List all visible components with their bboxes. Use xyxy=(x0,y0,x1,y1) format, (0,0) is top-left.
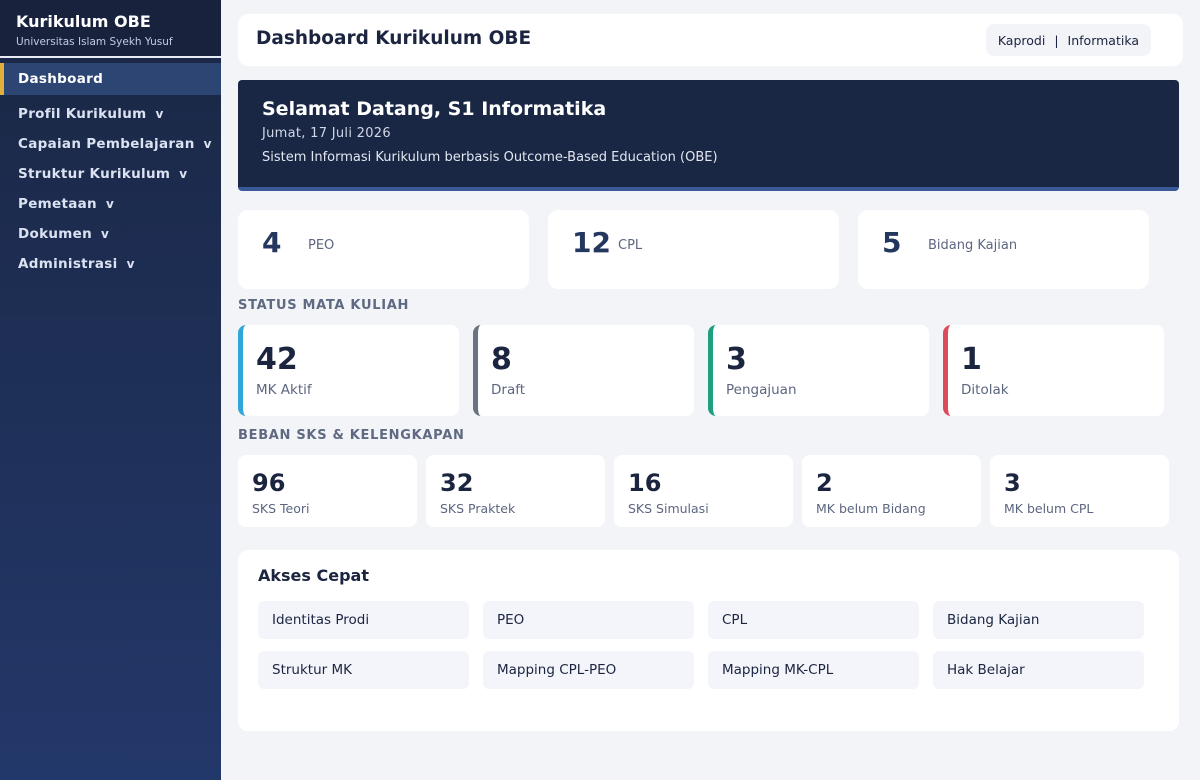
quick-link-hak-belajar[interactable]: Hak Belajar xyxy=(933,651,1144,689)
status-value: 1 xyxy=(961,342,982,377)
quick-link-identitas-prodi[interactable]: Identitas Prodi xyxy=(258,601,469,639)
chevron-down-icon: v xyxy=(203,137,212,151)
quick-link-cpl[interactable]: CPL xyxy=(708,601,919,639)
user-department: Informatika xyxy=(1067,32,1139,48)
sidebar-item-capaian-pembelajaran[interactable]: Capaian Pembelajaran v xyxy=(0,129,221,159)
stat-value: 4 xyxy=(262,226,282,259)
section-heading-status: STATUS MATA KULIAH xyxy=(238,298,410,313)
sks-value: 32 xyxy=(440,469,474,497)
sks-card-praktek: 32 SKS Praktek xyxy=(426,455,605,527)
status-card-ditolak: 1 Ditolak xyxy=(943,325,1164,416)
system-description: Sistem Informasi Kurikulum berbasis Outc… xyxy=(262,150,718,165)
sidebar-item-administrasi[interactable]: Administrasi v xyxy=(0,249,221,279)
status-label: MK Aktif xyxy=(256,382,312,398)
sks-card-mk-belum-bidang: 2 MK belum Bidang xyxy=(802,455,981,527)
sks-label: SKS Teori xyxy=(252,501,310,516)
current-date: Jumat, 17 Juli 2026 xyxy=(262,126,391,141)
chevron-down-icon: v xyxy=(126,257,135,271)
section-heading-sks: BEBAN SKS & KELENGKAPAN xyxy=(238,428,465,443)
sidebar-item-label: Capaian Pembelajaran xyxy=(18,136,195,152)
top-bar: Dashboard Kurikulum OBE Kaprodi | Inform… xyxy=(238,14,1183,66)
status-card-draft: 8 Draft xyxy=(473,325,694,416)
sidebar-item-dashboard[interactable]: Dashboard xyxy=(0,63,221,95)
status-label: Pengajuan xyxy=(726,382,797,398)
sks-value: 96 xyxy=(252,469,286,497)
chevron-down-icon: v xyxy=(155,107,164,121)
brand-subtitle: Universitas Islam Syekh Yusuf xyxy=(16,36,173,48)
sidebar-item-label: Pemetaan xyxy=(18,196,97,212)
user-role: Kaprodi xyxy=(997,32,1046,48)
quick-link-peo[interactable]: PEO xyxy=(483,601,694,639)
sks-card-simulasi: 16 SKS Simulasi xyxy=(614,455,793,527)
sks-label: SKS Praktek xyxy=(440,501,516,516)
sks-card-mk-belum-cpl: 3 MK belum CPL xyxy=(990,455,1169,527)
stat-card-cpl: 12 CPL xyxy=(548,210,839,289)
welcome-title: Selamat Datang, S1 Informatika xyxy=(262,98,607,120)
sidebar-item-label: Administrasi xyxy=(18,256,118,272)
brand-title: Kurikulum OBE xyxy=(16,12,151,31)
sks-value: 16 xyxy=(628,469,662,497)
sks-value: 3 xyxy=(1004,469,1021,497)
sidebar-item-struktur-kurikulum[interactable]: Struktur Kurikulum v xyxy=(0,159,221,189)
sidebar-item-label: Struktur Kurikulum xyxy=(18,166,171,182)
sks-card-teori: 96 SKS Teori xyxy=(238,455,417,527)
quick-link-struktur-mk[interactable]: Struktur MK xyxy=(258,651,469,689)
status-card-pengajuan: 3 Pengajuan xyxy=(708,325,929,416)
stat-card-bidang-kajian: 5 Bidang Kajian xyxy=(858,210,1149,289)
welcome-banner: Selamat Datang, S1 Informatika Jumat, 17… xyxy=(238,80,1179,191)
quick-access-panel: Akses Cepat Identitas Prodi PEO CPL Bida… xyxy=(238,550,1179,731)
status-label: Ditolak xyxy=(961,382,1009,398)
status-value: 3 xyxy=(726,342,747,377)
chevron-down-icon: v xyxy=(105,197,115,211)
chevron-down-icon: v xyxy=(101,227,110,241)
stat-value: 12 xyxy=(572,226,611,259)
brand: Kurikulum OBE Universitas Islam Syekh Yu… xyxy=(0,0,221,58)
status-card-mk-aktif: 42 MK Aktif xyxy=(238,325,459,416)
separator: | xyxy=(1054,32,1059,48)
sidebar-item-profil-kurikulum[interactable]: Profil Kurikulum v xyxy=(0,99,221,129)
quick-link-mapping-mk-cpl[interactable]: Mapping MK-CPL xyxy=(708,651,919,689)
status-label: Draft xyxy=(491,382,526,398)
sidebar-item-label: Dashboard xyxy=(18,71,104,87)
sidebar-item-label: Profil Kurikulum xyxy=(18,106,147,122)
sks-label: SKS Simulasi xyxy=(628,501,709,516)
sidebar-nav: Dashboard Profil Kurikulum v Capaian Pem… xyxy=(0,63,221,279)
sidebar-item-label: Dokumen xyxy=(18,226,93,242)
stat-label: Bidang Kajian xyxy=(928,238,1018,253)
sks-label: MK belum CPL xyxy=(1004,501,1094,516)
chevron-down-icon: v xyxy=(179,167,188,181)
user-role-badge[interactable]: Kaprodi | Informatika xyxy=(985,24,1151,56)
sks-label: MK belum Bidang xyxy=(816,501,926,516)
page-title: Dashboard Kurikulum OBE xyxy=(256,28,532,49)
sks-value: 2 xyxy=(816,469,833,497)
status-value: 42 xyxy=(256,342,298,377)
quick-access-title: Akses Cepat xyxy=(258,566,369,585)
stat-card-peo: 4 PEO xyxy=(238,210,529,289)
stat-label: PEO xyxy=(308,238,335,253)
status-value: 8 xyxy=(491,342,512,377)
quick-link-bidang-kajian[interactable]: Bidang Kajian xyxy=(933,601,1144,639)
stat-value: 5 xyxy=(882,226,902,259)
stat-label: CPL xyxy=(618,238,643,253)
sidebar-item-pemetaan[interactable]: Pemetaan v xyxy=(0,189,221,219)
sidebar: Kurikulum OBE Universitas Islam Syekh Yu… xyxy=(0,0,221,780)
quick-link-mapping-cpl-peo[interactable]: Mapping CPL-PEO xyxy=(483,651,694,689)
sidebar-item-dokumen[interactable]: Dokumen v xyxy=(0,219,221,249)
